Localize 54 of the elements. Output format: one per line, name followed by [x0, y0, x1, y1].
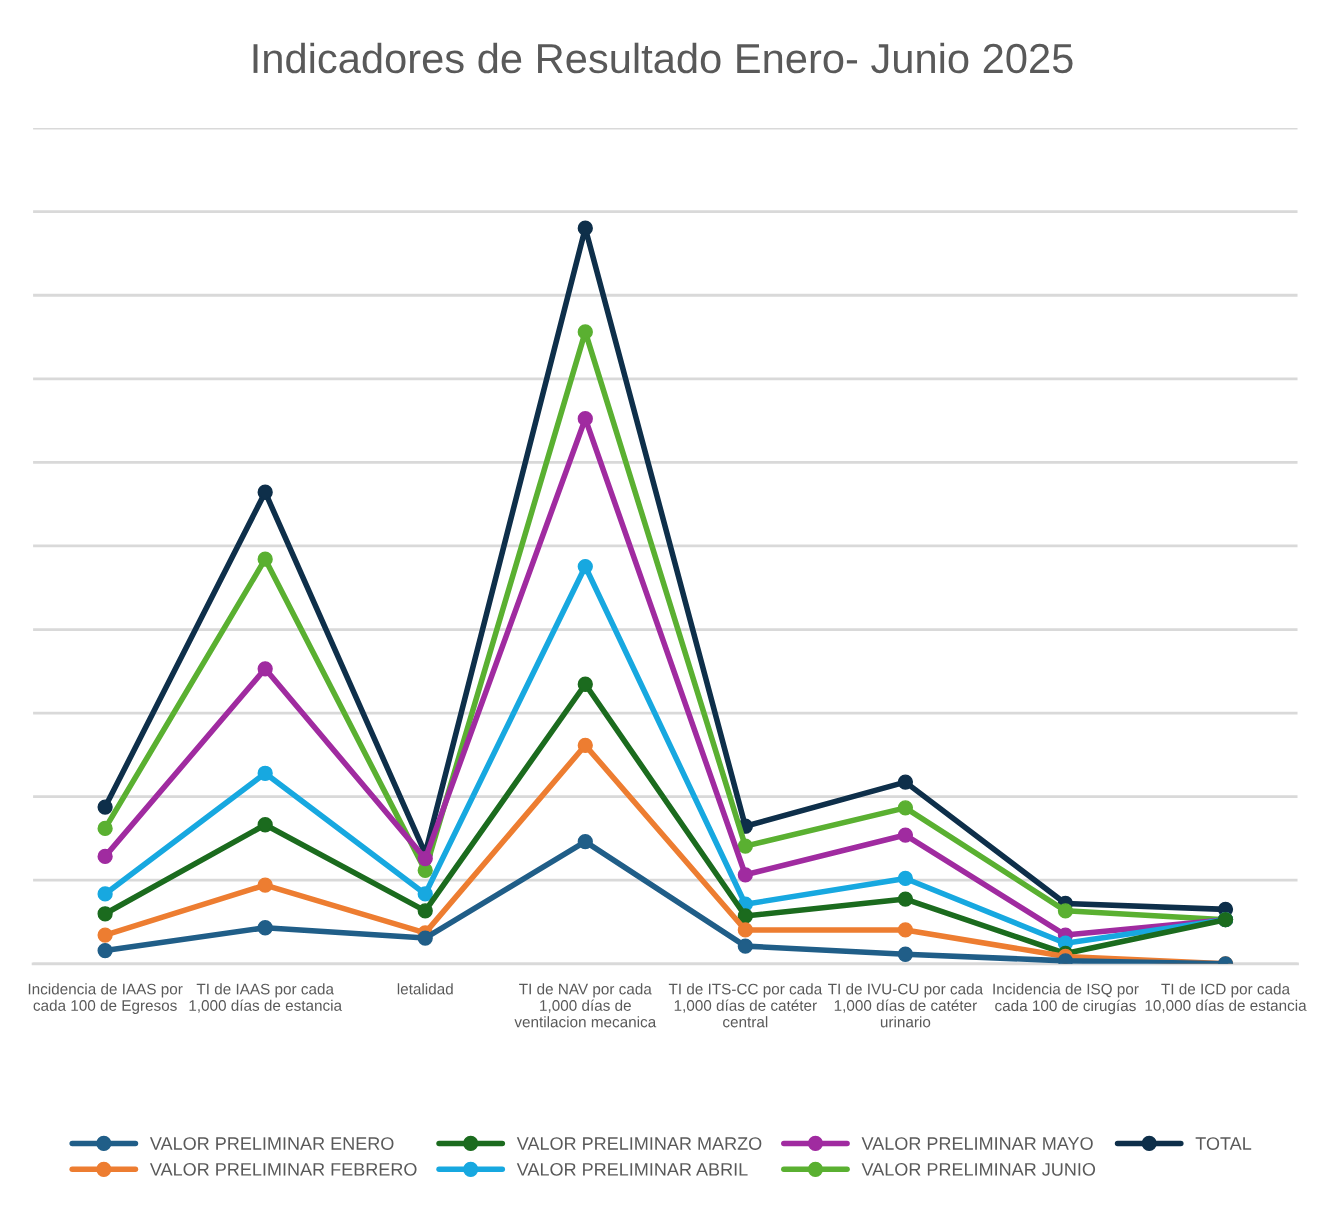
- point: [97, 820, 113, 837]
- point: [97, 942, 113, 959]
- point: [897, 891, 914, 907]
- point: [257, 661, 273, 677]
- x-tick-label: letalidad: [397, 983, 453, 995]
- legend-label: VALOR PRELIMINAR MARZO: [516, 1137, 762, 1150]
- point: [257, 877, 273, 893]
- point: [577, 324, 593, 340]
- point: [577, 834, 593, 850]
- x-tick-label: TI de ITS-CC por cada 1,000 días de catéter central: [668, 983, 823, 1028]
- point: [257, 920, 273, 936]
- point: [417, 850, 433, 867]
- point: [257, 484, 273, 500]
- legend-label: VALOR PRELIMINAR ENERO: [149, 1137, 394, 1150]
- point: [97, 927, 113, 943]
- legend-label: VALOR PRELIMINAR MAYO: [861, 1137, 1093, 1150]
- point: [1057, 903, 1074, 919]
- x-tick-label: TI de IAAS por cada 1,000 días de estancia: [189, 983, 343, 1013]
- point: [897, 946, 914, 962]
- point: [97, 848, 113, 865]
- point: [97, 799, 113, 815]
- point: [737, 938, 753, 954]
- point: [577, 558, 593, 575]
- point: [897, 922, 914, 938]
- point: [97, 906, 113, 922]
- point: [737, 838, 753, 854]
- x-tick-label: Incidencia de ISQ por cada 100 de cirugías: [993, 983, 1139, 1015]
- point: [577, 737, 593, 753]
- point: [737, 922, 753, 938]
- point: [257, 551, 273, 567]
- point: [257, 817, 273, 833]
- x-tick-label: TI de ICD por cada 10,000 días de estancia: [1145, 983, 1307, 1013]
- point: [577, 220, 593, 236]
- point: [737, 867, 753, 883]
- point: [577, 676, 593, 692]
- point: [897, 827, 914, 843]
- point: [417, 930, 433, 946]
- point: [417, 886, 433, 902]
- point: [897, 870, 914, 887]
- point: [257, 765, 273, 781]
- legend-label: VALOR PRELIMINAR JUNIO: [861, 1163, 1096, 1176]
- point: [737, 908, 753, 924]
- x-tick-label: TI de IVU-CU por cada 1,000 días de catéter urinario: [828, 983, 984, 1028]
- point: [97, 886, 113, 902]
- point: [897, 800, 914, 816]
- x-tick-label: TI de NAV por cada 1,000 días de ventilacion mecanica: [514, 983, 657, 1028]
- point: [417, 903, 433, 919]
- legend-label: VALOR PRELIMINAR FEBRERO: [149, 1163, 417, 1176]
- legend-label: VALOR PRELIMINAR ABRIL: [516, 1163, 748, 1176]
- point: [897, 774, 914, 790]
- chart-title: Indicadores de Resultado Enero- Junio 2025: [253, 42, 1073, 74]
- point: [577, 411, 593, 427]
- x-tick-label: Incidencia de IAAS por cada 100 de Egresos: [28, 983, 183, 1014]
- legend-label: TOTAL: [1195, 1137, 1252, 1150]
